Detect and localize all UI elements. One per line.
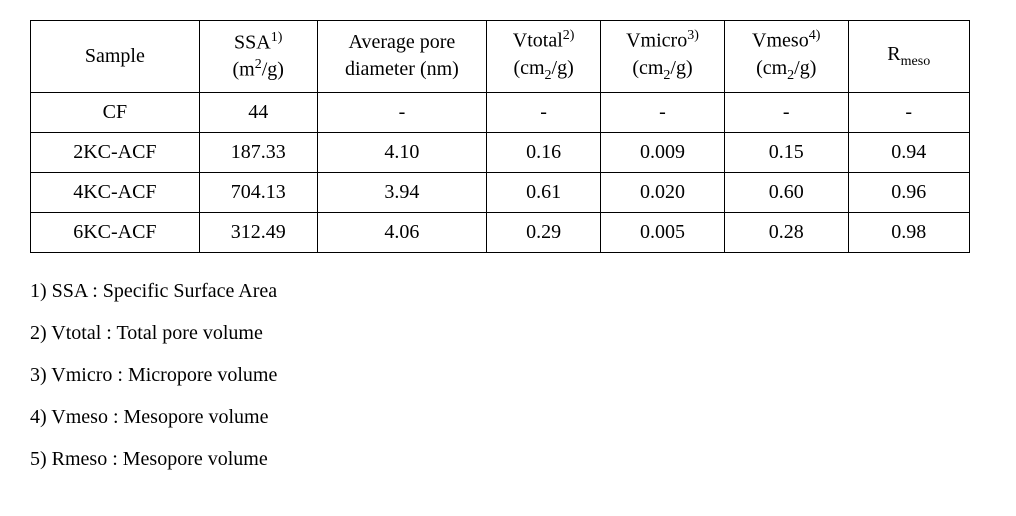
cell-ssa: 44	[199, 92, 317, 132]
cell-rmeso: -	[848, 92, 970, 132]
header-rmeso-pre: R	[887, 43, 900, 65]
cell-rmeso: 0.98	[848, 212, 970, 252]
cell-apd: 4.06	[317, 212, 487, 252]
header-vmeso-sup: 4)	[809, 28, 821, 43]
table-row: CF 44 - - - - -	[31, 92, 970, 132]
header-ssa-sup: 1)	[271, 30, 283, 45]
header-vmicro-unit-post: /g)	[670, 57, 692, 79]
footnote-item: 4) Vmeso : Mesopore volume	[30, 403, 986, 431]
data-table: Sample SSA1) (m2/g) Average pore diamete…	[30, 20, 970, 253]
header-vtotal: Vtotal2) (cm2/g)	[487, 21, 601, 93]
footnote-item: 5) Rmeso : Mesopore volume	[30, 445, 986, 473]
table-row: 4KC-ACF 704.13 3.94 0.61 0.020 0.60 0.96	[31, 172, 970, 212]
header-vtotal-label: Vtotal	[513, 30, 563, 52]
cell-vmicro: 0.005	[601, 212, 725, 252]
header-vtotal-unit-post: /g)	[552, 57, 574, 79]
cell-ssa: 312.49	[199, 212, 317, 252]
header-rmeso: Rmeso	[848, 21, 970, 93]
cell-sample: 6KC-ACF	[31, 212, 200, 252]
cell-apd: -	[317, 92, 487, 132]
header-apd-line1: Average pore	[349, 31, 456, 53]
header-vmicro-sup: 3)	[687, 28, 699, 43]
header-vmicro: Vmicro3) (cm2/g)	[601, 21, 725, 93]
header-vmeso-label: Vmeso	[752, 30, 809, 52]
header-rmeso-sub: meso	[901, 54, 931, 69]
header-ssa-unit-sup: 2	[255, 57, 262, 72]
header-vmicro-unit-pre: (cm	[632, 57, 663, 79]
cell-vtotal: 0.29	[487, 212, 601, 252]
footnote-item: 3) Vmicro : Micropore volume	[30, 361, 986, 389]
header-vmicro-label: Vmicro	[626, 30, 687, 52]
header-ssa-unit-post: /g)	[262, 59, 284, 81]
footnote-item: 2) Vtotal : Total pore volume	[30, 319, 986, 347]
cell-vmicro: -	[601, 92, 725, 132]
cell-vmeso: 0.60	[724, 172, 848, 212]
table-row: 6KC-ACF 312.49 4.06 0.29 0.005 0.28 0.98	[31, 212, 970, 252]
cell-vmeso: -	[724, 92, 848, 132]
cell-sample: 4KC-ACF	[31, 172, 200, 212]
cell-apd: 3.94	[317, 172, 487, 212]
cell-sample: CF	[31, 92, 200, 132]
cell-vmicro: 0.020	[601, 172, 725, 212]
footnote-item: 1) SSA : Specific Surface Area	[30, 277, 986, 305]
header-vtotal-sup: 2)	[563, 28, 575, 43]
header-vtotal-unit-sub: 2	[545, 68, 552, 83]
cell-vmicro: 0.009	[601, 132, 725, 172]
cell-vtotal: 0.61	[487, 172, 601, 212]
cell-rmeso: 0.94	[848, 132, 970, 172]
cell-vtotal: 0.16	[487, 132, 601, 172]
cell-vmeso: 0.28	[724, 212, 848, 252]
header-vmeso-unit-post: /g)	[794, 57, 816, 79]
header-vmeso: Vmeso4) (cm2/g)	[724, 21, 848, 93]
header-ssa-label: SSA	[234, 31, 271, 53]
header-apd-line2: diameter (nm)	[345, 58, 459, 80]
table-row: 2KC-ACF 187.33 4.10 0.16 0.009 0.15 0.94	[31, 132, 970, 172]
header-ssa: SSA1) (m2/g)	[199, 21, 317, 93]
cell-vmeso: 0.15	[724, 132, 848, 172]
cell-rmeso: 0.96	[848, 172, 970, 212]
cell-sample: 2KC-ACF	[31, 132, 200, 172]
cell-vtotal: -	[487, 92, 601, 132]
cell-ssa: 704.13	[199, 172, 317, 212]
header-row: Sample SSA1) (m2/g) Average pore diamete…	[31, 21, 970, 93]
header-ssa-unit-pre: (m	[232, 59, 254, 81]
header-sample-text: Sample	[85, 45, 145, 67]
cell-apd: 4.10	[317, 132, 487, 172]
cell-ssa: 187.33	[199, 132, 317, 172]
footnotes: 1) SSA : Specific Surface Area 2) Vtotal…	[30, 277, 986, 473]
header-apd: Average pore diameter (nm)	[317, 21, 487, 93]
header-vmeso-unit-pre: (cm	[756, 57, 787, 79]
header-sample: Sample	[31, 21, 200, 93]
header-vtotal-unit-pre: (cm	[513, 57, 544, 79]
